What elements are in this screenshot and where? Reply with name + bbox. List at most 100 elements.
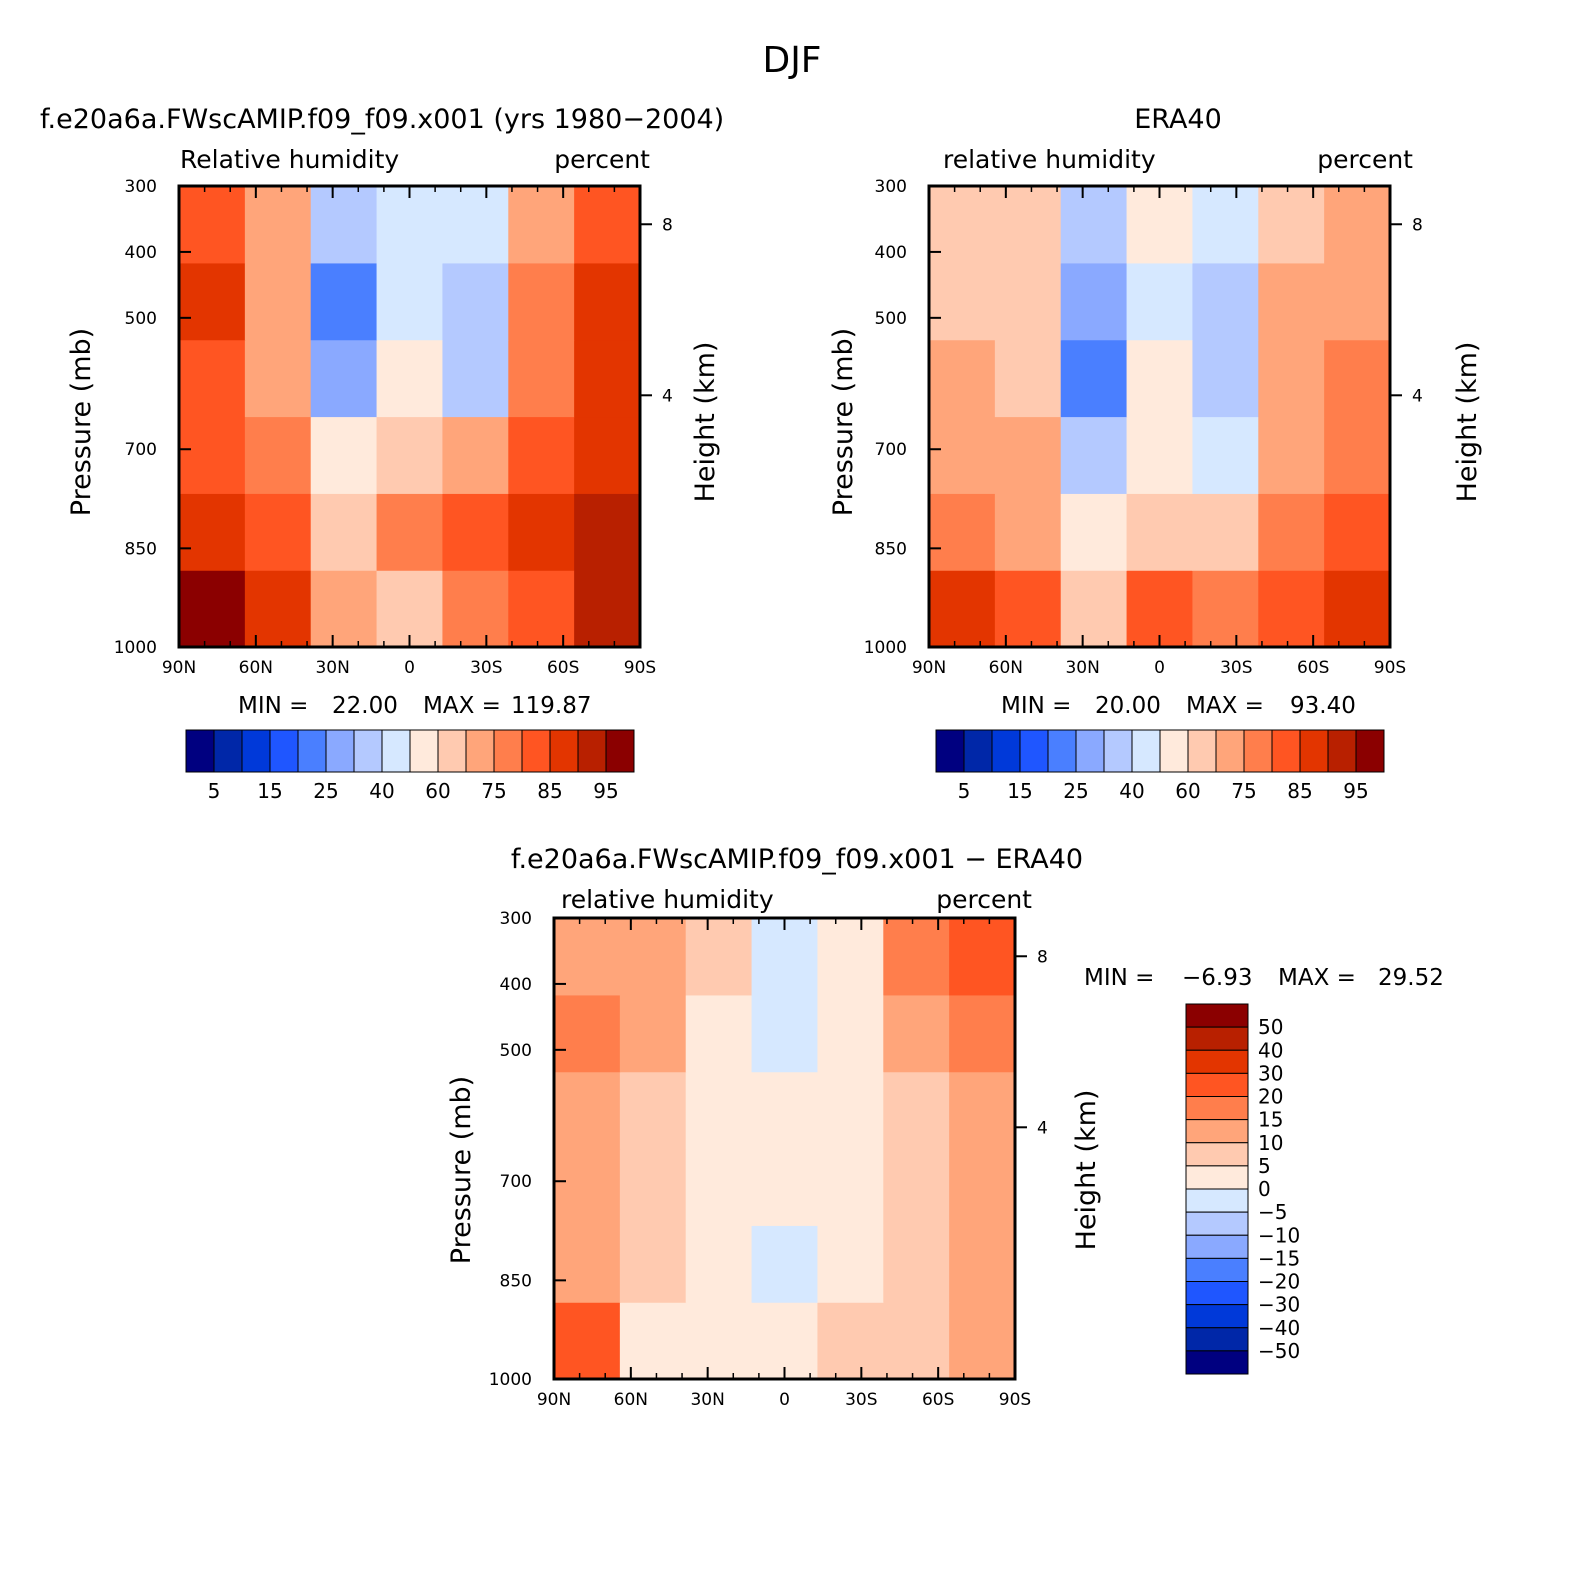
contour-cell (685, 918, 753, 996)
colorbar-swatch (1185, 1234, 1249, 1259)
colorbar-swatch (1075, 729, 1105, 773)
contour-cell (949, 1225, 1015, 1303)
contour-cell (1324, 416, 1390, 494)
contour-cell (1060, 416, 1128, 494)
max-label: MAX = (1186, 693, 1264, 719)
contour-cell (554, 1148, 621, 1226)
x-tick-label: 0 (779, 1390, 790, 1410)
contour-cell (751, 1148, 819, 1226)
contour-cell (376, 416, 444, 494)
x-tick-label: 60S (1297, 658, 1329, 678)
contour-cell (883, 1225, 950, 1303)
colorbar-swatch (1185, 1257, 1249, 1283)
colorbar-swatch (577, 729, 607, 773)
contour-cell (376, 570, 444, 647)
colorbar-swatch (1185, 1188, 1249, 1213)
colorbar-label: −10 (1258, 1223, 1300, 1247)
colorbar-swatch (935, 729, 965, 773)
contour-cell (574, 416, 640, 494)
x-tick-label: 0 (404, 658, 415, 678)
contour-cell (574, 570, 640, 647)
contour-cell (1324, 570, 1390, 647)
contour-cell (1258, 186, 1325, 264)
contour-cell (949, 1071, 1015, 1150)
colorbar-swatch (605, 729, 635, 773)
y-tick-label: 1000 (864, 638, 907, 658)
contour-cell (179, 186, 246, 264)
units-label: percent (554, 145, 650, 174)
contour-cell (1192, 570, 1259, 647)
colorbar-swatch (213, 729, 243, 773)
colorbar-swatch (1131, 729, 1161, 773)
colorbar-swatch (1185, 1096, 1249, 1121)
y-tick-label: 500 (875, 309, 907, 329)
contour-cell (1192, 339, 1259, 418)
colorbar-swatch (1185, 1072, 1249, 1098)
contour-plot: 90N 60N 30N 0 30S 60S 90S 300 400 500 700 850 1000 8 4 (864, 177, 1423, 678)
contour-field (179, 186, 640, 647)
colorbar-label: 75 (481, 779, 506, 803)
contour-cell (179, 339, 246, 418)
contour-cell (376, 262, 444, 341)
panel-title: f.e20a6a.FWscAMIP.f09_f09.x001 − ERA40 (511, 844, 1083, 875)
contour-cell (883, 918, 950, 996)
contour-cell (1192, 493, 1259, 571)
contour-cell (1126, 416, 1194, 494)
contour-cell (554, 1225, 621, 1303)
contour-cell (244, 493, 312, 571)
colorbar-label: 25 (313, 779, 338, 803)
contour-cell (1324, 493, 1390, 571)
y-right-tick-label: 8 (1037, 947, 1048, 967)
variable-label: Relative humidity (180, 145, 399, 174)
contour-cell (929, 416, 996, 494)
contour-cell (949, 918, 1015, 996)
contour-cell (310, 339, 378, 418)
contour-cell (817, 1302, 884, 1379)
figure-title: DJF (762, 40, 821, 81)
x-tick-label: 90N (912, 658, 946, 678)
panel-title: f.e20a6a.FWscAMIP.f09_f09.x001 (yrs 1980… (40, 104, 724, 135)
contour-cell (1258, 262, 1325, 341)
colorbar-label: 60 (1175, 779, 1200, 803)
contour-cell (244, 262, 312, 341)
colorbar-swatch (1185, 1049, 1249, 1074)
colorbar-swatch (1185, 1350, 1249, 1375)
colorbar-swatch (1185, 1142, 1249, 1167)
colorbar-swatch (1159, 729, 1189, 773)
y-axis-label-right: Height (km) (1452, 342, 1483, 503)
x-tick-label: 30S (845, 1390, 877, 1410)
contour-cell (442, 416, 509, 494)
contour-cell (574, 339, 640, 418)
contour-cell (508, 493, 575, 571)
colorbar-swatch (1185, 1281, 1249, 1306)
contour-cell (685, 1148, 753, 1226)
x-tick-label: 60N (614, 1390, 648, 1410)
colorbar-swatch (353, 729, 383, 773)
y-tick-label: 300 (875, 177, 907, 197)
contour-cell (574, 493, 640, 571)
colorbar-swatch (1355, 729, 1385, 773)
y-axis-label-right: Height (km) (690, 342, 721, 503)
colorbar-label: −5 (1258, 1200, 1287, 1224)
x-tick-label: 0 (1154, 658, 1165, 678)
contour-cell (1060, 339, 1128, 418)
colorbar-swatch (1185, 1119, 1249, 1144)
contour-cell (376, 186, 444, 264)
contour-cell (817, 1225, 884, 1303)
min-label: MIN = (1084, 965, 1154, 991)
colorbar-swatch (1185, 1327, 1249, 1352)
contour-cell (179, 570, 246, 647)
colorbar-label: 15 (1007, 779, 1032, 803)
x-tick-label: 90N (162, 658, 196, 678)
colorbar-swatch (1243, 729, 1273, 773)
contour-cell (1258, 416, 1325, 494)
colorbar-label: 25 (1063, 779, 1088, 803)
colorbar-swatch (325, 729, 355, 773)
contour-cell (179, 493, 246, 571)
y-tick-label: 400 (500, 975, 532, 995)
colorbar-swatch (1327, 729, 1357, 773)
x-tick-label: 30S (1220, 658, 1252, 678)
contour-cell (554, 994, 621, 1073)
y-tick-label: 1000 (114, 638, 157, 658)
